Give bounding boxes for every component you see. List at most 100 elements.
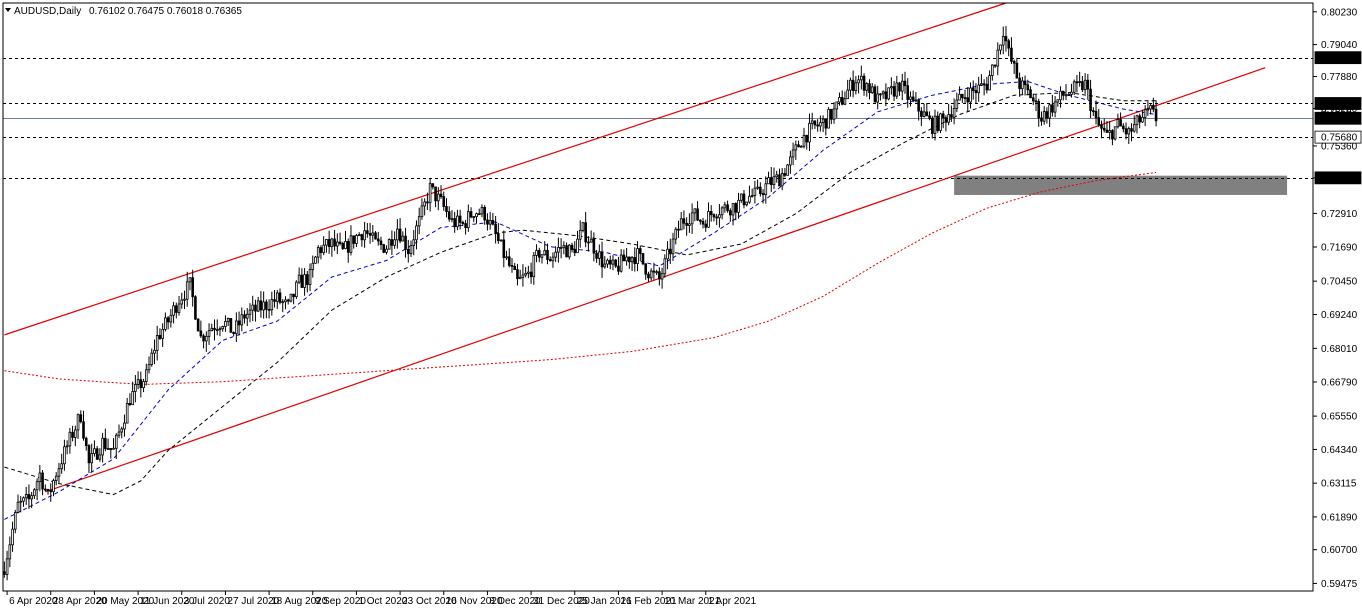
- channel-line-upper[interactable]: [4, 2, 1007, 336]
- candle-body: [177, 303, 181, 313]
- candle: [603, 256, 607, 269]
- candle: [780, 168, 784, 191]
- candle-body: [125, 402, 129, 424]
- candle-body: [1001, 36, 1005, 46]
- candle: [895, 75, 899, 100]
- candle-body: [98, 454, 102, 460]
- candle: [420, 198, 424, 220]
- candle: [251, 295, 255, 321]
- candle-body: [387, 239, 391, 250]
- candle: [821, 115, 825, 133]
- candle-body: [696, 208, 699, 221]
- candle: [737, 192, 740, 219]
- candle: [453, 211, 456, 233]
- candle-body: [360, 234, 364, 241]
- candle-body: [1059, 90, 1062, 101]
- candle: [63, 439, 66, 471]
- candle: [849, 77, 852, 97]
- candle: [726, 200, 729, 213]
- candle: [502, 230, 506, 268]
- candle-body: [401, 235, 405, 242]
- candle-body: [849, 79, 852, 91]
- candle: [677, 220, 680, 239]
- candle-body: [1045, 111, 1049, 119]
- candle: [205, 331, 208, 352]
- candle: [920, 107, 923, 127]
- candle-body: [87, 445, 91, 464]
- candle: [213, 319, 216, 341]
- candle: [1132, 115, 1136, 133]
- candle-body: [464, 223, 467, 228]
- candle-body: [974, 90, 978, 94]
- candle: [316, 245, 320, 264]
- candle: [385, 245, 388, 255]
- candle-body: [857, 79, 860, 84]
- candle: [131, 381, 134, 406]
- candle-body: [955, 99, 959, 109]
- candle: [674, 227, 678, 245]
- candle: [750, 188, 754, 198]
- candle: [396, 219, 399, 249]
- candle-body: [532, 254, 536, 278]
- candle: [936, 111, 940, 133]
- candle-body: [344, 240, 347, 250]
- supply-zone-rect[interactable]: [954, 175, 1288, 195]
- candle-body: [289, 293, 293, 302]
- candle: [718, 204, 721, 228]
- candle-body: [379, 240, 383, 246]
- candle: [57, 462, 61, 483]
- candle: [19, 496, 23, 513]
- x-tick-label: 23 Oct 2020: [402, 596, 457, 607]
- candle: [630, 256, 634, 272]
- candle: [731, 203, 735, 226]
- candle-body: [1004, 36, 1008, 42]
- candle-body: [909, 96, 912, 100]
- candle-body: [437, 193, 440, 202]
- candle-body: [142, 381, 145, 389]
- candle-body: [363, 230, 366, 241]
- candle-body: [134, 384, 137, 392]
- candle: [215, 319, 219, 336]
- candle-body: [933, 115, 937, 134]
- candle-body: [57, 468, 61, 477]
- candle-body: [155, 335, 159, 351]
- candle-body: [104, 437, 107, 450]
- candle-body: [759, 186, 762, 194]
- y-tick-label: 0.64340: [1321, 445, 1358, 456]
- candle: [1010, 37, 1013, 65]
- candle: [243, 310, 246, 324]
- candle: [595, 249, 598, 263]
- candle-body: [286, 299, 290, 302]
- candle-body: [1067, 94, 1071, 96]
- candle-body: [851, 79, 855, 91]
- candle: [860, 65, 863, 90]
- candle-body: [499, 239, 503, 242]
- candle: [194, 295, 197, 320]
- candle-body: [428, 183, 432, 204]
- symbol-menu-icon[interactable]: [5, 8, 11, 12]
- candle-body: [982, 83, 986, 86]
- candle: [278, 288, 282, 305]
- candle: [1004, 26, 1008, 52]
- candle-body: [693, 208, 697, 214]
- candle: [226, 317, 230, 326]
- candle: [360, 233, 364, 247]
- candle-body: [584, 222, 587, 243]
- candle: [510, 257, 514, 273]
- candle: [344, 230, 347, 250]
- candle-body: [164, 317, 167, 330]
- candle: [982, 79, 986, 96]
- candle: [27, 484, 31, 509]
- candle: [840, 90, 844, 106]
- candle: [1149, 103, 1152, 115]
- y-tick-label: 0.61890: [1321, 512, 1358, 523]
- candle-body: [701, 220, 705, 225]
- candle-body: [336, 241, 339, 247]
- candle-body: [352, 235, 355, 244]
- candle: [387, 238, 391, 250]
- channel-line-lower[interactable]: [45, 67, 1266, 493]
- candle: [155, 325, 159, 361]
- candle: [1122, 123, 1125, 133]
